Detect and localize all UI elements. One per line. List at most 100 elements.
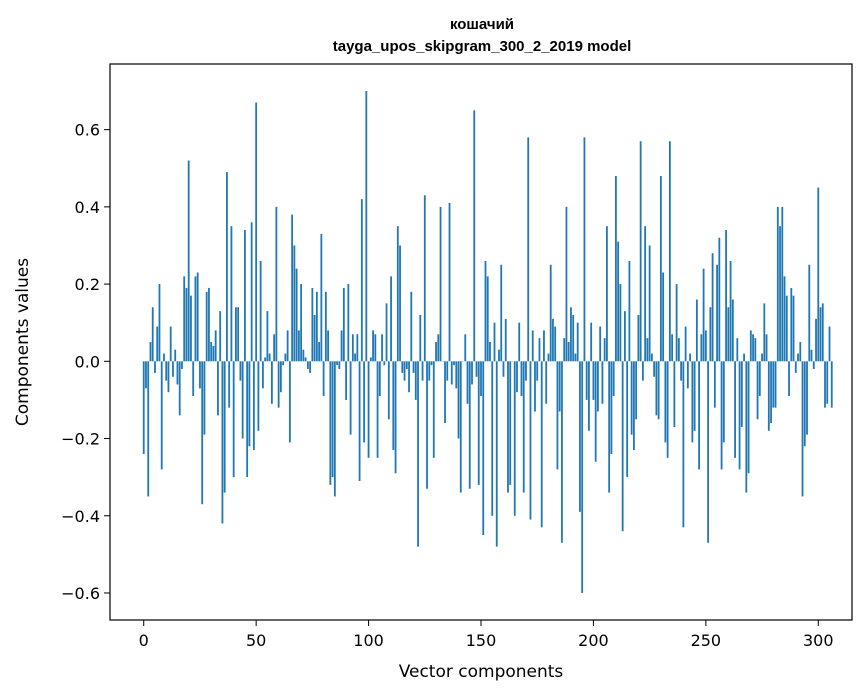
chart-subtitle: tayga_upos_skipgram_300_2_2019 model <box>333 38 632 55</box>
bar <box>516 361 518 393</box>
bar <box>507 361 509 493</box>
bar <box>803 361 806 447</box>
bar <box>293 245 296 362</box>
bar <box>160 361 163 470</box>
x-tick-label: 200 <box>578 631 609 650</box>
bar <box>821 303 824 362</box>
bar <box>671 334 674 362</box>
bar <box>430 361 433 366</box>
bar <box>783 276 786 362</box>
bar <box>399 245 401 362</box>
bar <box>738 361 741 470</box>
bar <box>268 353 271 362</box>
bar <box>743 353 745 362</box>
bar <box>765 334 768 362</box>
bar <box>306 361 309 370</box>
bar <box>817 187 820 362</box>
bar <box>610 361 613 454</box>
bar <box>212 345 215 362</box>
bar <box>641 361 644 381</box>
bar <box>273 334 276 362</box>
bar <box>639 141 642 362</box>
bar <box>747 361 750 474</box>
bar <box>722 361 725 443</box>
bar <box>174 349 177 362</box>
bar <box>208 287 210 362</box>
bar <box>525 361 527 381</box>
bar <box>531 330 534 362</box>
bar <box>302 349 305 362</box>
bar <box>385 303 388 362</box>
bar <box>338 361 341 370</box>
bar <box>194 276 197 362</box>
bar <box>538 338 541 362</box>
bar <box>810 349 813 362</box>
bar <box>291 214 294 362</box>
bar <box>457 361 460 439</box>
x-tick-label: 250 <box>691 631 722 650</box>
bar <box>592 361 595 400</box>
bar <box>686 361 689 389</box>
y-tick-label: 0.4 <box>75 198 100 217</box>
bar <box>428 361 431 381</box>
bar <box>147 361 150 497</box>
bar <box>187 160 190 362</box>
bar <box>450 361 453 385</box>
bar <box>790 287 793 362</box>
y-tick-label: −0.4 <box>61 507 100 526</box>
bar <box>351 334 354 362</box>
bar <box>758 361 761 397</box>
bar <box>707 361 709 543</box>
bar <box>468 361 471 489</box>
bar <box>608 361 611 493</box>
bar <box>342 287 345 362</box>
bar <box>190 295 192 362</box>
bar <box>419 314 422 362</box>
bar <box>381 334 383 362</box>
bar <box>223 361 226 493</box>
y-tick-label: 0.6 <box>75 121 100 140</box>
bar <box>232 361 235 478</box>
bar <box>718 237 721 362</box>
bar <box>630 361 633 435</box>
bar <box>201 361 204 505</box>
bar <box>221 361 224 524</box>
bar <box>734 361 736 458</box>
bar <box>309 361 312 373</box>
bar <box>576 322 579 362</box>
bar <box>689 353 692 362</box>
bar <box>453 361 455 366</box>
bar <box>716 264 718 362</box>
bar <box>241 361 244 439</box>
chart-title: кошачий <box>450 16 514 33</box>
bar <box>599 326 602 362</box>
bar <box>520 361 523 397</box>
bar <box>154 361 156 373</box>
bar <box>597 361 599 412</box>
bar <box>698 361 701 470</box>
bar <box>196 272 199 362</box>
bar <box>727 307 730 362</box>
bar <box>626 361 629 478</box>
bar <box>318 342 321 362</box>
bar <box>315 291 318 362</box>
bar <box>333 361 336 497</box>
bar <box>149 342 152 362</box>
bar <box>594 361 597 462</box>
bar <box>365 91 368 362</box>
bar <box>324 291 327 362</box>
bars-group <box>142 91 833 593</box>
bar <box>583 137 586 362</box>
bar <box>529 361 532 520</box>
bar <box>255 102 258 362</box>
bar <box>372 330 374 362</box>
bar <box>756 361 759 420</box>
bar <box>304 357 307 362</box>
bar <box>392 361 395 451</box>
bar <box>740 361 743 427</box>
bar <box>432 361 435 458</box>
bar <box>664 361 667 443</box>
bar <box>603 338 606 362</box>
bar <box>680 361 683 381</box>
x-tick-label: 100 <box>353 631 384 650</box>
